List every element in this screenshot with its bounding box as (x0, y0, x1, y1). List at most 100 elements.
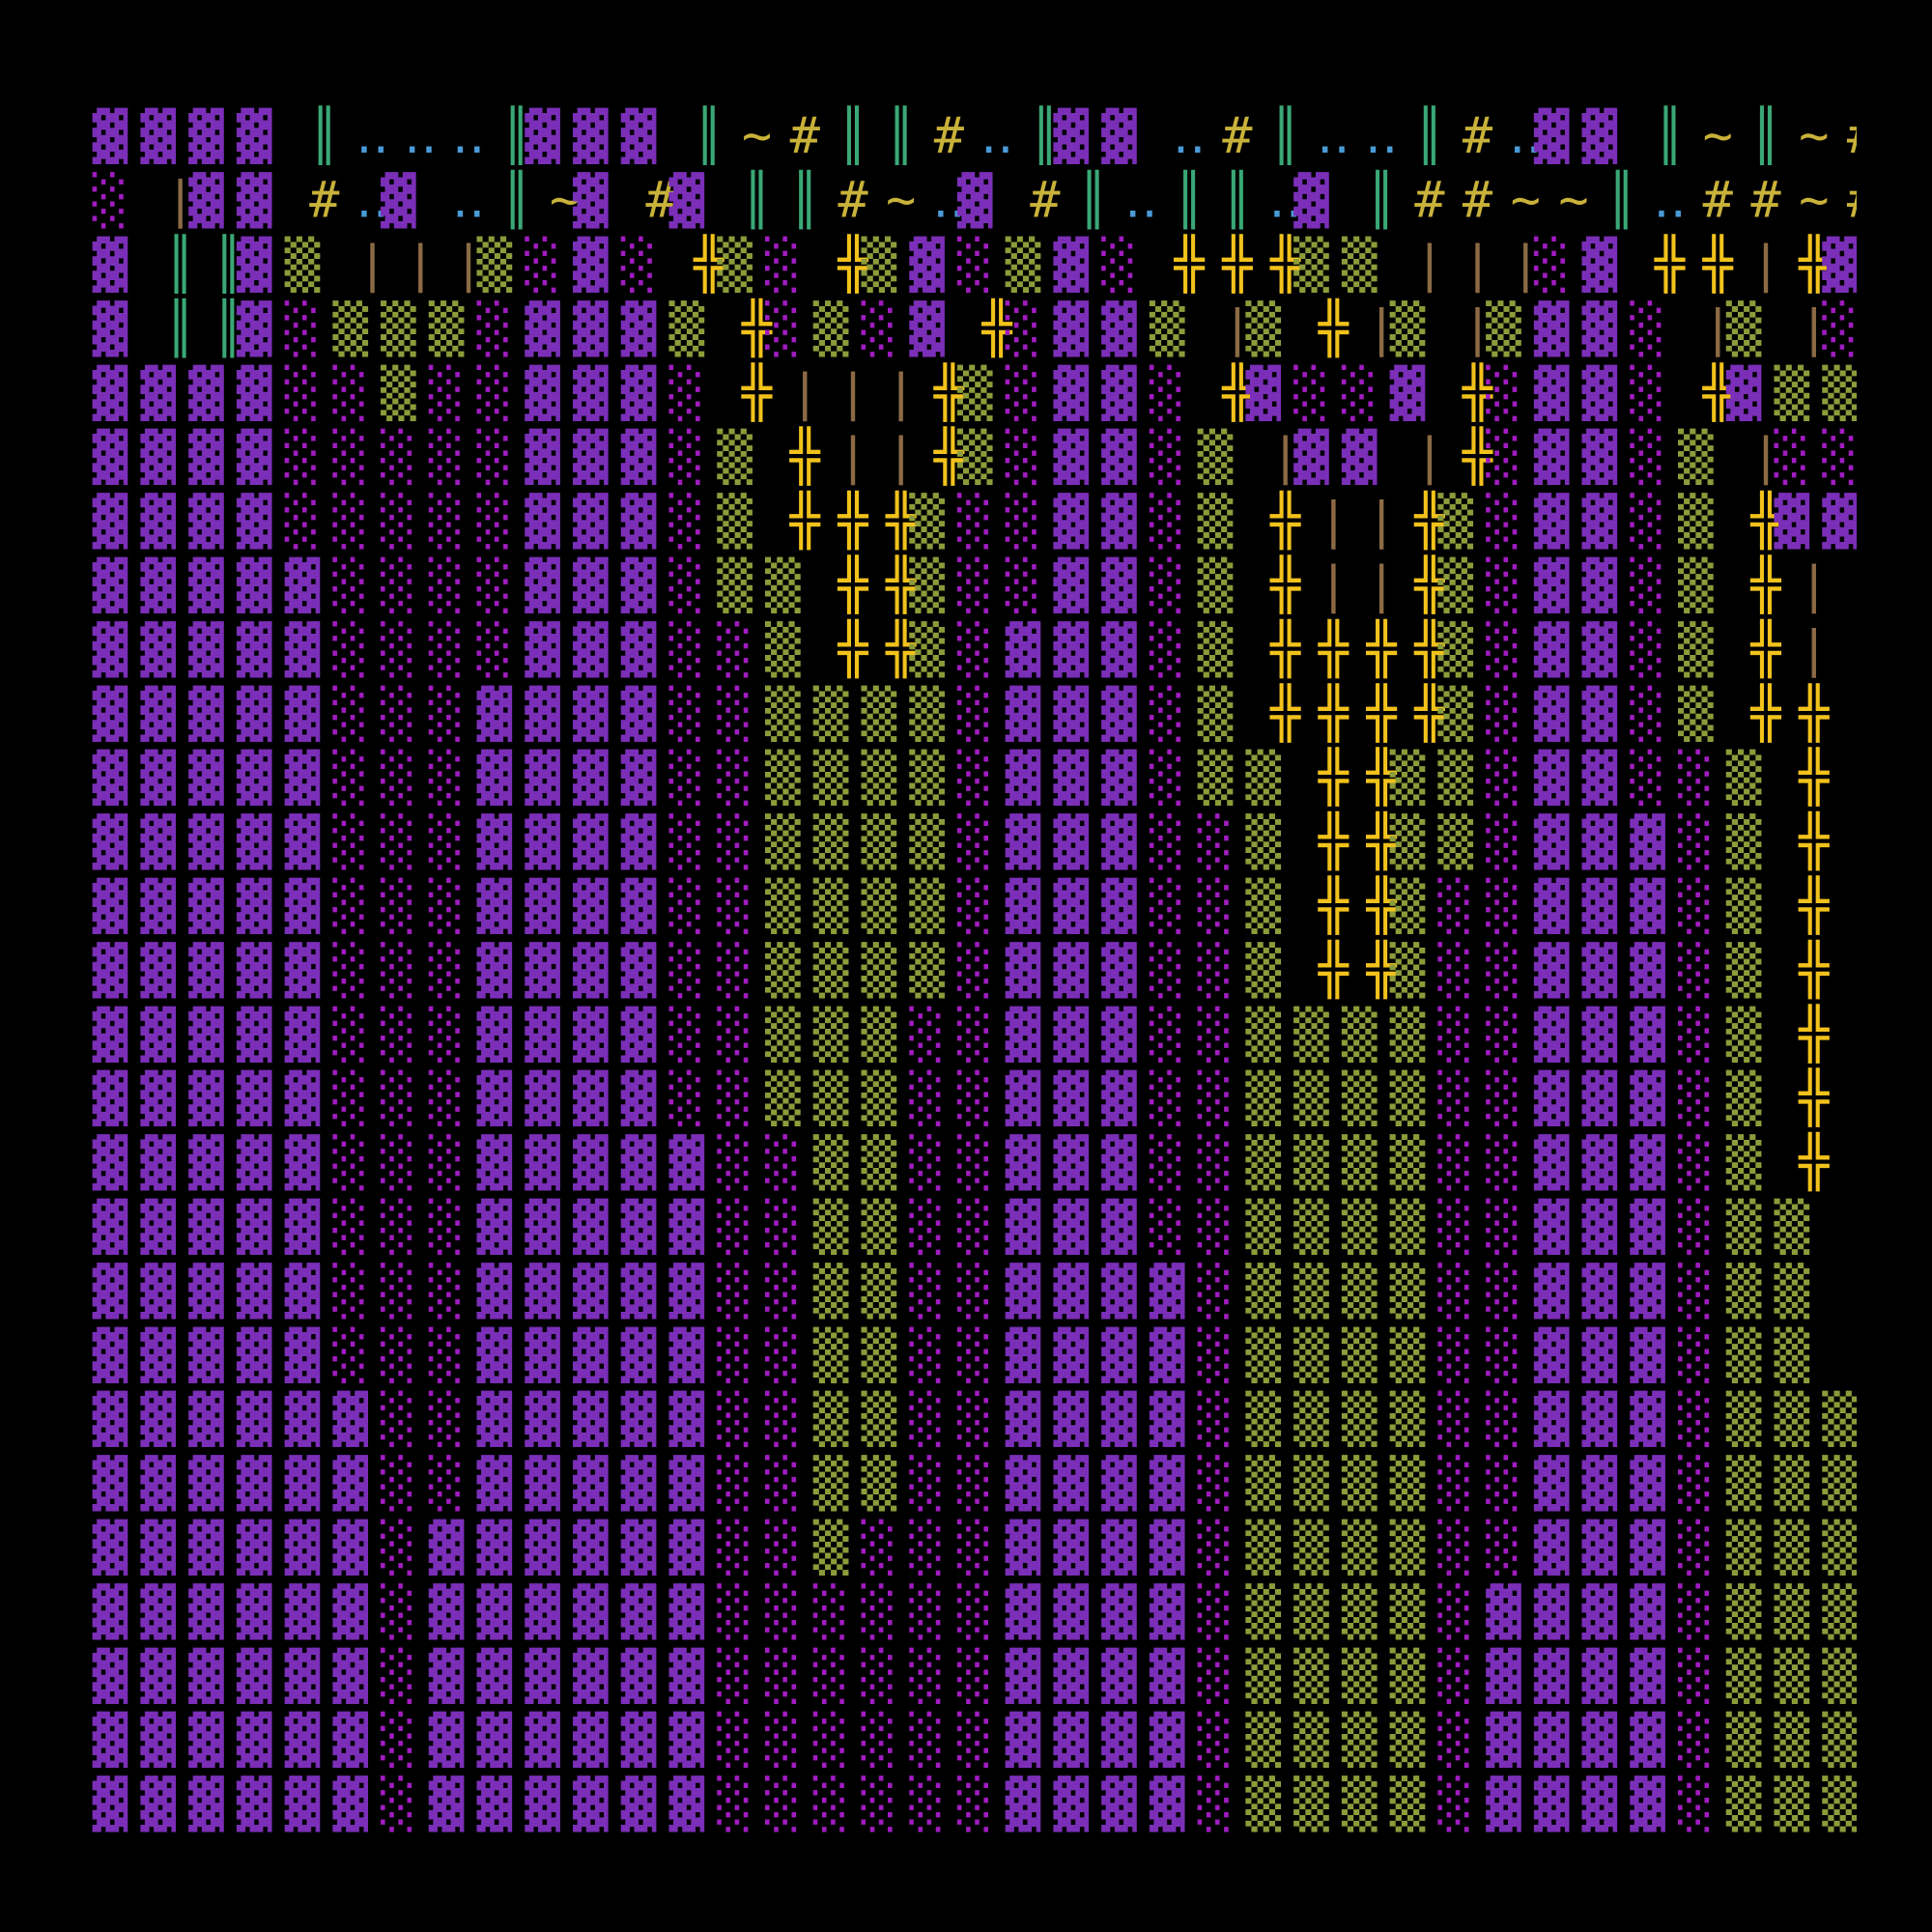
map-cell: ▓ (1053, 364, 1090, 421)
map-cell: ~ (886, 172, 916, 230)
map-cell: ▒ (1198, 493, 1235, 551)
map-cell: ║ (1174, 170, 1204, 230)
map-cell: ░ (1293, 364, 1329, 422)
map-cell: ░ (1486, 428, 1521, 486)
map-cell: ▒ (909, 620, 946, 678)
map-cell: ▒ (1245, 877, 1282, 935)
map-cell: ▒ (861, 1198, 897, 1256)
map-cell: ▒ (1726, 1262, 1763, 1320)
map-cell: ░ (1006, 428, 1041, 486)
map-cell: ░ (1150, 1006, 1185, 1064)
map-cell: ▓ (1006, 1262, 1042, 1319)
map-cell: ▓ (573, 299, 610, 356)
map-cell: ▓ (1101, 1262, 1138, 1319)
map-cell: ~ (1511, 172, 1541, 230)
map-cell: ░ (429, 428, 465, 486)
map-cell: ▓ (573, 1647, 610, 1704)
map-cell: ░ (429, 685, 465, 743)
map-cell: ▓ (1006, 1006, 1042, 1063)
map-cell: ░ (332, 364, 368, 422)
map-cell: ▒ (1293, 1069, 1330, 1127)
map-cell: ▓ (237, 1006, 273, 1063)
map-cell: ░ (1630, 685, 1665, 743)
map-cell: ╬ (1318, 875, 1350, 935)
map-cell: ░ (93, 172, 128, 230)
map-cell: ░ (1822, 299, 1858, 357)
map-cell: ▓ (188, 107, 225, 164)
map-cell: ░ (1198, 1711, 1234, 1769)
map-cell: ░ (669, 364, 705, 422)
map-cell: ▒ (813, 1519, 850, 1577)
map-cell: ▓ (188, 1776, 225, 1833)
map-cell: ░ (1486, 1390, 1521, 1448)
map-cell: ▒ (717, 236, 753, 294)
map-cell: ▓ (140, 1198, 177, 1255)
map-cell: # (1414, 172, 1445, 230)
map-cell: | (1799, 299, 1829, 357)
map-cell: ▒ (861, 236, 897, 294)
map-cell: ▒ (765, 620, 802, 678)
map-cell: ▓ (1534, 1519, 1571, 1576)
map-cell: ▓ (573, 172, 610, 229)
map-cell: | (1799, 620, 1829, 678)
map-cell: ▓ (237, 172, 273, 229)
map-cell: ▒ (1726, 1198, 1763, 1256)
map-cell: ▒ (381, 299, 417, 357)
map-cell: ░ (1198, 941, 1234, 999)
map-cell: ░ (1678, 1069, 1714, 1127)
map-cell: ║ (1078, 170, 1108, 230)
map-cell: ░ (1150, 1134, 1185, 1192)
map-cell: ╬ (1798, 939, 1831, 999)
map-cell: ░ (332, 1198, 368, 1256)
map-cell: ░ (909, 1069, 945, 1127)
map-cell: ▒ (1198, 428, 1235, 486)
map-cell: ░ (429, 1006, 465, 1064)
map-cell: ▓ (477, 1519, 514, 1576)
map-cell: ▓ (1053, 1776, 1090, 1833)
map-cell: ░ (332, 493, 368, 551)
map-cell: ‥ (404, 107, 438, 165)
map-cell: ▓ (1245, 364, 1282, 421)
map-cell: ▓ (477, 1006, 514, 1063)
map-cell: ‥ (1317, 107, 1350, 165)
map-cell: ▓ (621, 1519, 658, 1576)
map-cell: ▓ (1630, 1134, 1666, 1191)
map-cell: ░ (717, 685, 753, 743)
map-cell: ░ (957, 236, 993, 294)
map-cell: ▓ (93, 813, 129, 870)
map-cell: ║ (213, 298, 243, 357)
map-cell: ▓ (1582, 556, 1619, 613)
map-cell: ▓ (621, 1006, 658, 1063)
map-cell: ▓ (1486, 1647, 1522, 1704)
map-cell: ▒ (1486, 299, 1522, 357)
map-cell: ╬ (1318, 683, 1350, 743)
map-cell: ▒ (1245, 1519, 1282, 1577)
map-cell: ░ (717, 1519, 753, 1577)
map-cell: ▓ (669, 1582, 706, 1639)
map-cell: ╬ (1798, 234, 1831, 294)
map-cell: ▓ (285, 1647, 322, 1704)
map-cell: ░ (429, 1390, 465, 1448)
map-cell: ░ (1486, 1006, 1521, 1064)
map-cell: ▓ (1006, 620, 1042, 677)
map-cell: ░ (717, 1006, 753, 1064)
map-cell: ▓ (1630, 1455, 1666, 1512)
map-cell: ▒ (1390, 1455, 1427, 1513)
map-cell: ▓ (1101, 1455, 1138, 1512)
map-cell: ▓ (525, 685, 561, 742)
map-cell: # (790, 107, 821, 165)
map-cell: ▓ (573, 236, 610, 293)
map-cell: ▒ (1245, 813, 1282, 871)
map-cell: ░ (477, 364, 513, 422)
map-cell: ▒ (1245, 1326, 1282, 1384)
map-cell: ▓ (285, 556, 322, 613)
map-cell: ▓ (140, 1069, 177, 1126)
map-cell: ▓ (1101, 749, 1138, 806)
map-cell: # (838, 172, 868, 230)
map-cell: ▒ (1342, 1455, 1378, 1513)
map-cell: ░ (1486, 685, 1521, 743)
map-cell: ▓ (621, 107, 658, 164)
map-cell: ▓ (188, 364, 225, 421)
map-cell: ░ (957, 1455, 993, 1513)
map-cell: ║ (165, 234, 195, 294)
